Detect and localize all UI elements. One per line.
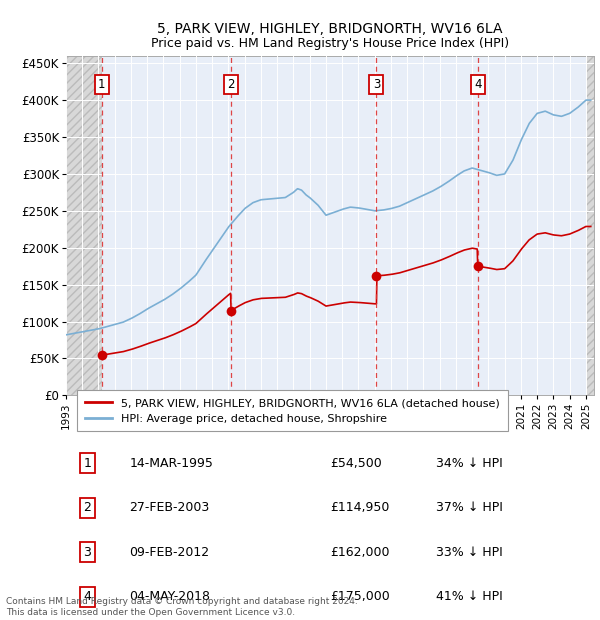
Text: 04-MAY-2018: 04-MAY-2018 — [130, 590, 211, 603]
Text: Price paid vs. HM Land Registry's House Price Index (HPI): Price paid vs. HM Land Registry's House … — [151, 37, 509, 50]
Text: Contains HM Land Registry data © Crown copyright and database right 2024.
This d: Contains HM Land Registry data © Crown c… — [6, 598, 358, 617]
Text: 41% ↓ HPI: 41% ↓ HPI — [436, 590, 502, 603]
Text: 1: 1 — [98, 78, 106, 91]
Text: 2: 2 — [227, 78, 235, 91]
Text: 27-FEB-2003: 27-FEB-2003 — [130, 502, 209, 515]
Text: £114,950: £114,950 — [330, 502, 389, 515]
Text: 2: 2 — [83, 502, 91, 515]
Text: 34% ↓ HPI: 34% ↓ HPI — [436, 457, 502, 470]
Text: 3: 3 — [373, 78, 380, 91]
Text: 5, PARK VIEW, HIGHLEY, BRIDGNORTH, WV16 6LA: 5, PARK VIEW, HIGHLEY, BRIDGNORTH, WV16 … — [157, 22, 503, 36]
Text: 4: 4 — [83, 590, 91, 603]
Text: 1: 1 — [83, 457, 91, 470]
Text: 14-MAR-1995: 14-MAR-1995 — [130, 457, 213, 470]
Legend: 5, PARK VIEW, HIGHLEY, BRIDGNORTH, WV16 6LA (detached house), HPI: Average price: 5, PARK VIEW, HIGHLEY, BRIDGNORTH, WV16 … — [77, 391, 508, 432]
Bar — [586, 56, 594, 396]
Text: 09-FEB-2012: 09-FEB-2012 — [130, 546, 209, 559]
Text: 37% ↓ HPI: 37% ↓ HPI — [436, 502, 502, 515]
Text: £162,000: £162,000 — [330, 546, 389, 559]
Text: 3: 3 — [83, 546, 91, 559]
Text: £175,000: £175,000 — [330, 590, 390, 603]
Text: 4: 4 — [474, 78, 481, 91]
Bar — [66, 56, 102, 396]
Text: 33% ↓ HPI: 33% ↓ HPI — [436, 546, 502, 559]
Text: £54,500: £54,500 — [330, 457, 382, 470]
